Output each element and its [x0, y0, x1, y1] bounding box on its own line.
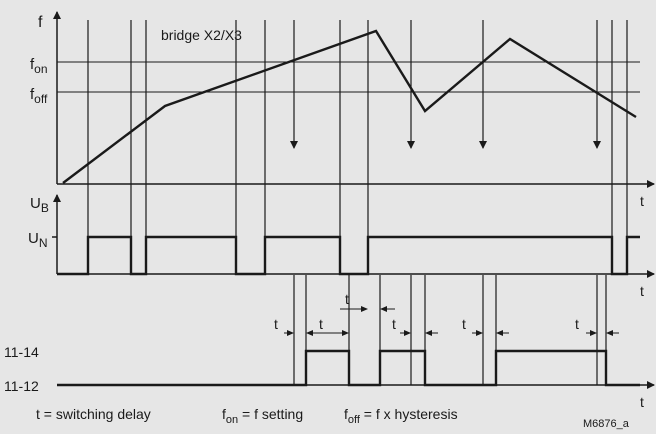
- supply-voltage-waveform: [57, 235, 640, 276]
- delay-markers: [284, 306, 619, 336]
- fon-label: fon: [30, 56, 48, 76]
- contact-11-12-label: 11-12: [4, 378, 39, 394]
- frequency-curve: [62, 29, 637, 184]
- contact-11-14-label: 11-14: [4, 344, 39, 360]
- legend-foff: foff = f x hysteresis: [344, 406, 458, 426]
- f-axis-label: f: [38, 14, 43, 31]
- relay-contact-waveform: [57, 349, 640, 387]
- figure-code: M6876_a: [583, 418, 630, 430]
- axes: [52, 11, 655, 389]
- delay-t-label: t: [345, 291, 349, 307]
- legend-fon: fon = f setting: [222, 406, 303, 426]
- legend-delay: t = switching delay: [36, 406, 151, 422]
- bridge-label: bridge X2/X3: [161, 27, 242, 43]
- event-arrows: [290, 20, 601, 149]
- delay-t-label: t: [274, 316, 278, 332]
- foff-label: foff: [30, 86, 48, 106]
- time-axis-label: t: [640, 193, 644, 209]
- delay-labels: t t t t t t: [274, 291, 579, 332]
- delay-t-label: t: [575, 316, 579, 332]
- event-lines: [87, 20, 628, 385]
- time-axis-label: t: [640, 394, 644, 410]
- delay-t-label: t: [392, 316, 396, 332]
- ub-label: UB: [30, 195, 49, 215]
- time-axis-label: t: [640, 283, 644, 299]
- un-label: UN: [28, 230, 48, 250]
- delay-t-label: t: [462, 316, 466, 332]
- delay-t-label: t: [319, 316, 323, 332]
